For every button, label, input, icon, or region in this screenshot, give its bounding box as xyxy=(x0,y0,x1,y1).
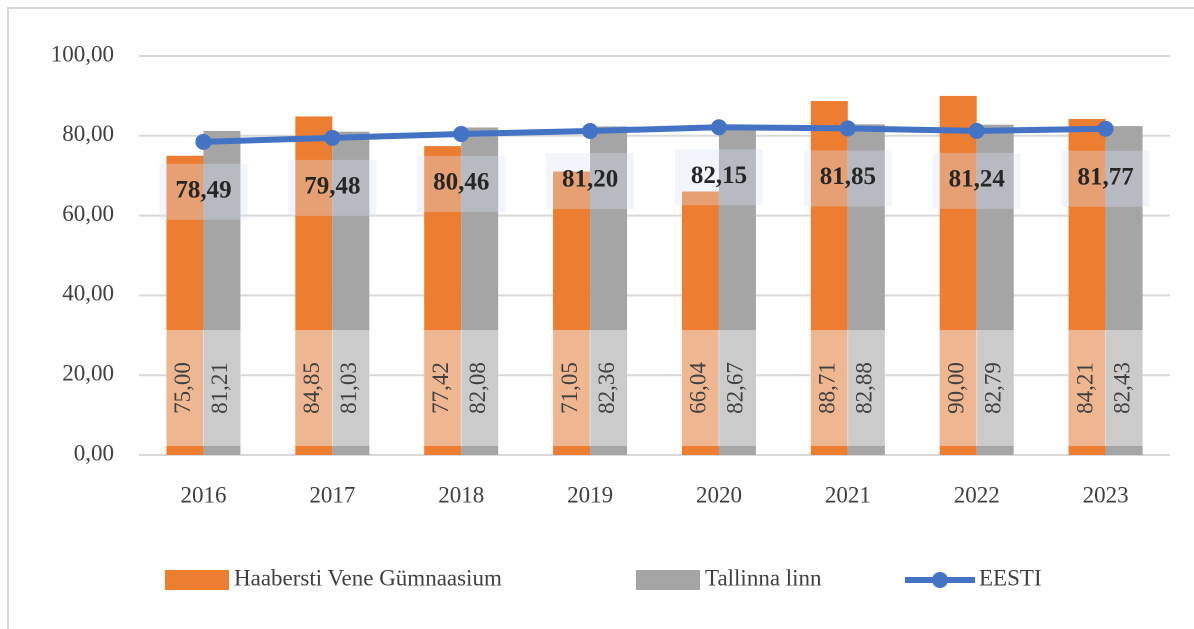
value-label-bg xyxy=(847,330,886,446)
line-marker xyxy=(1097,120,1114,137)
line-value-label: 81,77 xyxy=(1077,163,1133,190)
value-label-bg xyxy=(1068,330,1107,446)
x-tick-label: 2020 xyxy=(696,482,742,507)
value-label-bg xyxy=(294,330,333,446)
line-label-bg xyxy=(932,152,1021,209)
value-label: 82,67 xyxy=(723,362,748,414)
value-label: 66,04 xyxy=(686,362,711,414)
x-tick-label: 2016 xyxy=(180,482,226,507)
value-label-bg xyxy=(681,330,720,446)
line xyxy=(203,124,1106,145)
line-label-bg xyxy=(288,159,377,216)
line-label-bg xyxy=(417,155,506,212)
line-layer xyxy=(195,119,1114,150)
legend-swatch xyxy=(165,570,229,590)
legend: Haabersti Vene Gümnaasium Tallinna linn EE… xyxy=(165,565,1042,590)
value-label-bg xyxy=(1105,330,1144,446)
value-label: 81,03 xyxy=(336,362,361,414)
line-marker xyxy=(453,125,470,142)
y-tick-label: 20,00 xyxy=(62,360,114,385)
value-label: 82,43 xyxy=(1109,362,1134,414)
line-marker xyxy=(710,119,727,136)
x-tick-label: 2022 xyxy=(954,482,1000,507)
value-label-bg xyxy=(202,330,241,446)
line-value-label: 79,48 xyxy=(304,173,360,200)
line-marker xyxy=(968,122,985,139)
value-label: 84,21 xyxy=(1072,362,1097,414)
x-tick-label: 2018 xyxy=(438,482,484,507)
y-tick-label: 100,00 xyxy=(51,41,114,66)
line-value-label: 81,85 xyxy=(820,163,876,190)
y-tick-label: 0,00 xyxy=(74,440,114,465)
legend-label: Tallinna linn xyxy=(705,565,822,590)
value-label: 82,88 xyxy=(852,362,877,414)
line-label-bg xyxy=(546,153,635,210)
value-label-bg xyxy=(423,330,462,446)
labels: 2016 2017 2018 2019 2020 2021 2022 2023 75,00 84,… xyxy=(159,149,1150,507)
value-label-bg xyxy=(810,330,849,446)
chart-border xyxy=(7,7,1194,629)
value-label-bg xyxy=(331,330,370,446)
x-tick-label: 2023 xyxy=(1083,482,1129,507)
legend-swatch xyxy=(636,570,700,590)
line-value-label: 81,20 xyxy=(562,166,618,193)
line-value-label: 78,49 xyxy=(175,177,231,204)
line-marker xyxy=(195,133,212,150)
value-label: 88,71 xyxy=(815,362,840,414)
line-value-label: 80,46 xyxy=(433,169,489,196)
value-label: 75,00 xyxy=(170,362,195,414)
x-tick-label: 2021 xyxy=(825,482,871,507)
value-label-bg xyxy=(552,330,591,446)
value-label-bg xyxy=(976,330,1015,446)
value-label: 71,05 xyxy=(557,362,582,414)
line-label-bg xyxy=(674,149,763,206)
line-value-label: 82,15 xyxy=(691,162,747,189)
value-label-bg xyxy=(718,330,757,446)
y-tick-label: 40,00 xyxy=(62,281,114,306)
legend-swatch-marker xyxy=(932,572,948,588)
y-tick-label: 60,00 xyxy=(62,201,114,226)
value-label: 84,85 xyxy=(299,362,324,414)
value-label-bg xyxy=(939,330,978,446)
legend-label: Haabersti Vene Gümnaasium xyxy=(234,565,502,590)
y-tick-label: 80,00 xyxy=(62,121,114,146)
value-label: 77,42 xyxy=(428,362,453,414)
line-value-label: 81,24 xyxy=(949,166,1006,193)
legend-label: EESTI xyxy=(979,565,1042,590)
value-label-bg xyxy=(589,330,628,446)
value-label-bg xyxy=(165,330,204,446)
line-marker xyxy=(324,129,341,146)
line-label-bg xyxy=(1061,150,1150,207)
x-tick-label: 2017 xyxy=(309,482,355,507)
value-label: 82,36 xyxy=(594,362,619,414)
line-label-bg xyxy=(159,163,248,220)
value-label-bg xyxy=(460,330,499,446)
line-marker xyxy=(582,123,599,140)
value-label: 81,21 xyxy=(207,362,232,414)
line-marker xyxy=(839,120,856,137)
line-label-bg xyxy=(803,150,892,207)
value-label: 90,00 xyxy=(943,362,968,414)
value-label: 82,79 xyxy=(980,362,1005,414)
value-label: 82,08 xyxy=(465,362,490,414)
x-tick-label: 2019 xyxy=(567,482,613,507)
